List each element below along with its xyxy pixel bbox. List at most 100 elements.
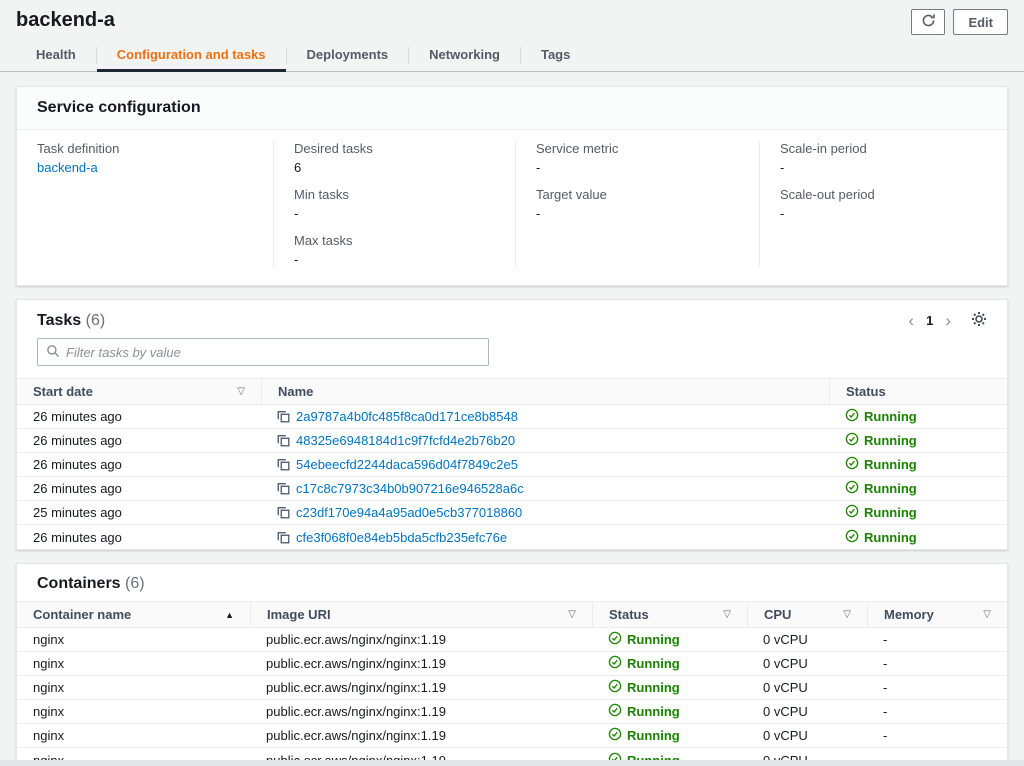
table-row: nginx public.ecr.aws/nginx/nginx:1.19 Ru… [17,652,1007,676]
column-header-name[interactable]: Name [261,379,829,404]
status-badge: Running [627,680,680,695]
field-desired-tasks: Desired tasks 6 [294,141,495,175]
container-name-cell: nginx [17,680,250,695]
refresh-button[interactable] [911,9,945,35]
tab-configuration-and-tasks[interactable]: Configuration and tasks [97,40,286,71]
column-header-memory[interactable]: Memory ▽ [867,602,1007,627]
status-badge: Running [627,728,680,743]
table-row: 26 minutes ago 48325e6948184d1c9f7fcfd4e… [17,429,1007,453]
tab-bar: Health Configuration and tasks Deploymen… [0,40,1024,72]
bottom-scroll-track [0,760,1024,766]
container-name-cell: nginx [17,728,250,743]
container-name-cell: nginx [17,632,250,647]
task-link[interactable]: 54ebeecfd2244daca596d04f7849c2e5 [296,457,518,472]
page-header: backend-a Edit [0,0,1024,35]
tasks-table-header: Start date ▽ Name Status [17,378,1007,405]
status-badge: Running [864,457,917,472]
task-link[interactable]: 48325e6948184d1c9f7fcfd4e2b76b20 [296,433,515,448]
tasks-card: Tasks (6) ‹ 1 › [16,299,1008,550]
status-badge: Running [864,409,917,424]
check-circle-icon [608,631,622,648]
table-row: 26 minutes ago 54ebeecfd2244daca596d04f7… [17,453,1007,477]
containers-card-header: Containers (6) [17,564,1007,601]
field-target-value: Target value - [536,187,739,221]
service-configuration-card: Service configuration Task definition ba… [16,86,1008,286]
status-badge: Running [864,433,917,448]
tab-tags[interactable]: Tags [521,40,590,71]
column-header-status[interactable]: Status [829,379,1007,404]
copy-icon[interactable] [277,410,290,423]
tasks-title: Tasks (6) [37,312,105,330]
column-label: Start date [33,384,93,399]
field-service-metric: Service metric - [536,141,739,175]
task-link[interactable]: cfe3f068f0e84eb5bda5cfb235efc76e [296,530,507,545]
container-name-cell: nginx [17,656,250,671]
memory-cell: - [867,656,1007,671]
field-label: Max tasks [294,233,495,248]
table-row: nginx public.ecr.aws/nginx/nginx:1.19 Ru… [17,700,1007,724]
column-label: Status [846,384,886,399]
table-row: nginx public.ecr.aws/nginx/nginx:1.19 Ru… [17,676,1007,700]
next-page-button[interactable]: › [945,312,951,329]
field-scale-out-period: Scale-out period - [780,187,987,221]
tab-health[interactable]: Health [16,40,96,71]
edit-button-label: Edit [968,15,993,30]
field-value: - [294,252,495,267]
check-circle-icon [608,655,622,672]
image-uri-cell: public.ecr.aws/nginx/nginx:1.19 [250,704,592,719]
start-date-cell: 26 minutes ago [17,481,261,496]
previous-page-button[interactable]: ‹ [908,312,914,329]
column-header-image-uri[interactable]: Image URI ▽ [250,602,592,627]
field-label: Min tasks [294,187,495,202]
filter-icon[interactable]: ▽ [843,609,851,620]
copy-icon[interactable] [277,506,290,519]
filter-icon[interactable]: ▽ [237,386,245,397]
column-header-status[interactable]: Status ▽ [592,602,747,627]
filter-icon[interactable]: ▽ [983,609,991,620]
cpu-cell: 0 vCPU [747,680,867,695]
tasks-count: (6) [86,312,106,329]
memory-cell: - [867,632,1007,647]
task-link[interactable]: 2a9787a4b0fc485f8ca0d171ce8b8548 [296,409,518,424]
tab-networking[interactable]: Networking [409,40,520,71]
field-max-tasks: Max tasks - [294,233,495,267]
container-name-cell: nginx [17,704,250,719]
status-badge: Running [627,656,680,671]
check-circle-icon [845,480,859,497]
column-label: Memory [884,607,934,622]
copy-icon[interactable] [277,531,290,544]
column-label: Status [609,607,649,622]
page-number[interactable]: 1 [926,313,933,328]
task-definition-link[interactable]: backend-a [37,160,98,175]
service-configuration-body: Task definition backend-a Desired tasks … [17,130,1007,285]
column-header-container-name[interactable]: Container name ▲ [17,602,250,627]
table-row: nginx public.ecr.aws/nginx/nginx:1.19 Ru… [17,628,1007,652]
check-circle-icon [845,432,859,449]
column-header-start-date[interactable]: Start date ▽ [17,379,261,404]
table-row: nginx public.ecr.aws/nginx/nginx:1.19 Ru… [17,724,1007,748]
copy-icon[interactable] [277,458,290,471]
table-settings-button[interactable] [971,311,987,330]
cpu-cell: 0 vCPU [747,704,867,719]
copy-icon[interactable] [277,434,290,447]
image-uri-cell: public.ecr.aws/nginx/nginx:1.19 [250,632,592,647]
filter-icon[interactable]: ▽ [723,609,731,620]
column-label: Name [278,384,313,399]
check-circle-icon [608,727,622,744]
refresh-icon [921,13,936,31]
memory-cell: - [867,728,1007,743]
column-header-cpu[interactable]: CPU ▽ [747,602,867,627]
task-link[interactable]: c17c8c7973c34b0b907216e946528a6c [296,481,524,496]
start-date-cell: 26 minutes ago [17,457,261,472]
task-link[interactable]: c23df170e94a4a95ad0e5cb377018860 [296,505,522,520]
sort-ascending-icon[interactable]: ▲ [225,610,234,620]
tab-deployments[interactable]: Deployments [287,40,409,71]
copy-icon[interactable] [277,482,290,495]
filter-icon[interactable]: ▽ [568,609,576,620]
pagination: ‹ 1 › [908,312,951,329]
tasks-filter-input[interactable] [66,345,480,360]
edit-button[interactable]: Edit [953,9,1008,35]
image-uri-cell: public.ecr.aws/nginx/nginx:1.19 [250,680,592,695]
kv-column-2: Desired tasks 6 Min tasks - Max tasks - [273,141,515,267]
check-circle-icon [845,504,859,521]
